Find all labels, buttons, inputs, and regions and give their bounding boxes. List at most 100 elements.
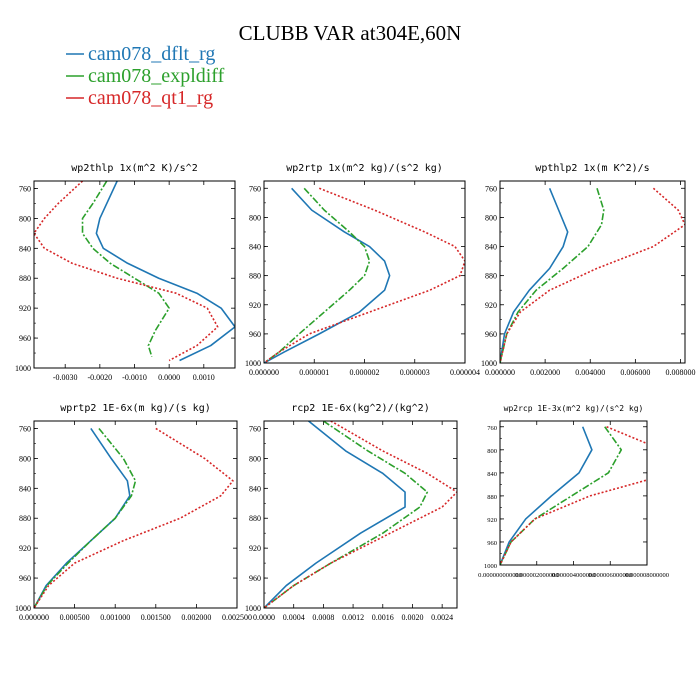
x-tick-label: 0.004000 (575, 368, 605, 377)
y-tick-label: 800 (19, 454, 31, 463)
chart-panel: wpthlp2 1x(m K^2)/s 760 800 840 880 920 960 100… (481, 163, 695, 377)
y-tick-label: 920 (249, 301, 261, 310)
y-tick-label: 880 (487, 494, 497, 501)
x-tick-label: 0.001500 (141, 613, 171, 622)
y-tick-label: 1000 (481, 359, 497, 368)
y-tick-label: 1000 (15, 364, 31, 373)
y-tick-label: 760 (485, 184, 497, 193)
y-tick-label: 920 (249, 544, 261, 553)
y-tick-label: 800 (249, 213, 261, 222)
x-tick-label: 0.002500 (222, 613, 252, 622)
x-tick-label: 0.0012 (342, 613, 364, 622)
chart-panel: wprtp2 1E-6x(m kg)/(s kg) 760 800 840 880 920… (15, 403, 252, 622)
y-tick-label: 800 (249, 454, 261, 463)
series-line-cam078_expldiff (500, 188, 605, 363)
plot-frame (263, 180, 466, 364)
panel-title: wprtp2 1E-6x(m kg)/(s kg) (60, 403, 211, 414)
series-line-cam078_expldiff (34, 427, 137, 608)
y-tick-label: 840 (249, 243, 261, 252)
x-tick-label: 0.0004 (283, 613, 305, 622)
panel-title: wp2rcp 1E-3x(m^2 kg)/(s^2 kg) (504, 404, 644, 413)
x-tick-label: 0.000500 (60, 613, 90, 622)
x-tick-label: 0.0000 (158, 373, 180, 382)
y-tick-label: 960 (249, 330, 261, 339)
y-tick-label: 1000 (245, 604, 261, 613)
y-tick-label: 880 (249, 272, 261, 281)
plot-frame (499, 180, 686, 364)
series-line-cam078_dflt_rg (264, 421, 406, 608)
x-tick-label: 0.000003 (400, 368, 430, 377)
series-line-cam078_expldiff (264, 421, 429, 608)
y-tick-label: 880 (19, 514, 31, 523)
series-line-cam078_qt1_rg (500, 426, 647, 565)
x-tick-label: -0.0010 (122, 373, 147, 382)
y-tick-label: 1000 (245, 359, 261, 368)
y-tick-label: 760 (249, 424, 261, 433)
panel-title: wp2rtp 1x(m^2 kg)/(s^2 kg) (286, 163, 443, 174)
x-tick-label: 0.000000 (19, 613, 49, 622)
x-tick-label: 0.006000 (620, 368, 650, 377)
panel-title: wpthlp2 1x(m K^2)/s (535, 163, 649, 174)
x-tick-label: 0.0016 (372, 613, 394, 622)
panel-title: wp2thlp 1x(m^2 K)/s^2 (71, 163, 197, 174)
x-tick-label: 0.0010 (193, 373, 215, 382)
x-tick-label: 0.000002 (350, 368, 380, 377)
y-tick-label: 840 (19, 244, 31, 253)
y-tick-label: 1000 (484, 563, 497, 570)
x-tick-label: 0.000002000000 (515, 572, 559, 579)
series-line-cam078_dflt_rg (95, 181, 235, 362)
legend-label: cam078_dflt_rg (88, 43, 215, 65)
y-tick-label: 760 (249, 184, 261, 193)
y-tick-label: 920 (485, 301, 497, 310)
y-tick-label: 880 (249, 514, 261, 523)
x-tick-label: 0.000008000000 (625, 572, 669, 579)
x-tick-label: 0.001000 (100, 613, 130, 622)
plot-frame (263, 420, 458, 609)
x-tick-label: 0.0024 (431, 613, 453, 622)
x-tick-label: 0.000000000000 (478, 572, 522, 579)
y-tick-label: 920 (19, 544, 31, 553)
y-tick-label: 960 (487, 540, 497, 547)
series-line-cam078_expldiff (500, 426, 623, 565)
y-tick-label: 960 (249, 574, 261, 583)
y-tick-label: 760 (19, 184, 31, 193)
plot-frame (33, 420, 238, 609)
y-tick-label: 880 (485, 272, 497, 281)
series-line-cam078_qt1_rg (34, 427, 234, 608)
series-line-cam078_qt1_rg (34, 181, 219, 362)
series-line-cam078_qt1_rg (264, 187, 465, 363)
y-tick-label: 800 (487, 448, 497, 455)
y-tick-label: 840 (249, 484, 261, 493)
x-tick-label: 0.000000 (485, 368, 515, 377)
y-tick-label: 920 (487, 517, 497, 524)
series-line-cam078_expldiff (81, 181, 170, 358)
x-tick-label: 0.0020 (401, 613, 423, 622)
series-line-cam078_qt1_rg (264, 421, 457, 608)
y-tick-label: 840 (19, 484, 31, 493)
x-tick-label: 0.000004000000 (552, 572, 596, 579)
legend-label: cam078_qt1_rg (88, 87, 213, 109)
y-tick-label: 920 (19, 304, 31, 313)
series-line-cam078_dflt_rg (264, 187, 391, 363)
x-tick-label: -0.0030 (53, 373, 78, 382)
y-tick-label: 960 (19, 334, 31, 343)
series-line-cam078_dflt_rg (500, 426, 593, 565)
x-tick-label: 0.000006000000 (588, 572, 632, 579)
panel-title: rcp2 1E-6x(kg^2)/(kg^2) (291, 403, 429, 414)
y-tick-label: 960 (19, 574, 31, 583)
panels: wp2thlp 1x(m^2 K)/s^2 760 800 840 880 920 960 1… (15, 163, 695, 622)
y-tick-label: 800 (19, 214, 31, 223)
y-tick-label: 760 (19, 424, 31, 433)
x-tick-label: 0.000001 (299, 368, 329, 377)
plot-frame (33, 180, 236, 369)
chart-panel: wp2rtp 1x(m^2 kg)/(s^2 kg) 760 800 840 880 92… (245, 163, 480, 377)
x-tick-label: -0.0020 (88, 373, 113, 382)
figure-title: CLUBB VAR at304E,60N (239, 21, 462, 45)
x-tick-label: 0.002000 (181, 613, 211, 622)
chart-panel: rcp2 1E-6x(kg^2)/(kg^2) 760 800 840 880 920 96… (245, 403, 458, 622)
y-tick-label: 800 (485, 213, 497, 222)
legend: cam078_dflt_rgcam078_expldiffcam078_qt1_… (66, 43, 225, 109)
y-tick-label: 960 (485, 330, 497, 339)
y-tick-label: 840 (485, 243, 497, 252)
